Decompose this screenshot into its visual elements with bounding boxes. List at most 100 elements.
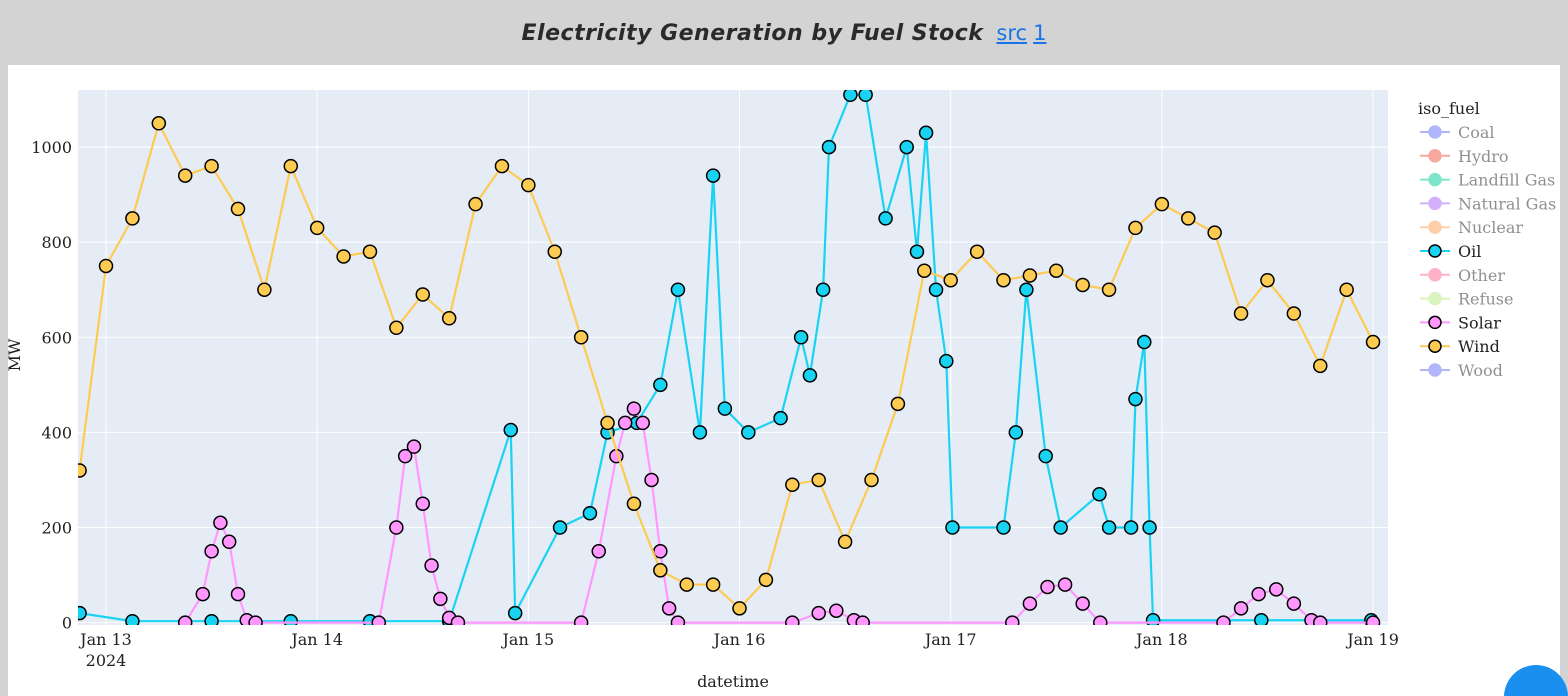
data-point [864,472,879,488]
data-point [309,220,325,236]
data-point [204,158,219,174]
data-point [635,415,650,431]
x-tick-year: 2024 [86,651,127,670]
legend-marker [1428,363,1442,377]
data-point [1254,612,1269,625]
legend-item[interactable]: Hydro [1420,147,1509,166]
data-point [552,520,568,535]
data-point [741,425,756,440]
legend-item[interactable]: Solar [1420,313,1501,332]
data-point [503,422,519,438]
data-point [918,125,934,141]
data-point [441,311,457,326]
data-point [389,520,404,535]
y-tick-label: 600 [41,328,72,347]
data-point [837,534,853,550]
data-point [1142,520,1157,535]
x-tick-label: Jan 19 [1345,630,1399,649]
data-point [582,505,598,521]
data-point [1313,615,1328,625]
legend-item[interactable]: Nuclear [1420,218,1523,237]
chart: 0 200 400 600 800 1000 Jan 13 2024 Jan 14 Jan 15 J… [5,90,1556,691]
data-point [899,139,914,155]
data-point [204,544,219,559]
legend-marker [1428,149,1442,163]
data-point [802,368,818,383]
chart-title: Electricity Generation by Fuel Stock [521,21,984,46]
data-point [521,177,536,193]
data-point [424,558,439,573]
data-point [573,615,589,625]
data-point [785,615,800,625]
data-point [1216,615,1231,625]
data-point [257,282,272,297]
data-point [773,410,788,426]
y-tick-label: 200 [41,519,72,538]
x-axis-label: datetime [697,672,769,691]
data-point [1101,282,1117,297]
data-point [591,544,606,559]
data-point [679,577,694,592]
data-point [151,116,167,131]
legend-marker [1428,315,1442,330]
data-point [1049,263,1064,278]
legend-item[interactable]: Refuse [1420,290,1513,309]
data-point [98,258,114,274]
data-point [917,263,932,278]
data-point [692,425,708,440]
data-point [1260,272,1275,288]
data-point [1053,520,1068,535]
data-point [1075,277,1090,293]
x-tick-label: Jan 18 [1134,630,1188,649]
data-point [1075,596,1090,611]
data-point [785,477,800,492]
ref-link[interactable]: 1 [1033,21,1047,45]
data-point [397,448,413,464]
data-point [653,563,668,578]
legend-marker [1428,244,1442,258]
data-point [843,90,858,103]
legend-item[interactable]: Coal [1420,123,1495,142]
series-line [79,93,1372,623]
legend-label: Oil [1458,242,1481,261]
data-point [433,591,448,607]
legend-item[interactable]: Wood [1420,361,1503,380]
legend-label: Landfill Gas [1458,171,1555,190]
series-line [184,406,1374,624]
legend-item[interactable]: Other [1420,266,1505,285]
y-tick-label: 800 [41,233,72,252]
data-point [1038,448,1053,464]
data-point [793,330,809,345]
legend-marker [1428,339,1442,353]
header: Electricity Generation by Fuel Stock src… [0,0,1568,65]
legend-label: Wood [1458,361,1503,380]
data-point [468,196,483,212]
data-point [415,287,431,302]
data-point [617,415,633,431]
legend-item[interactable]: Oil [1420,242,1481,261]
y-tick-label: 400 [41,423,72,442]
data-point [507,605,523,621]
src-link[interactable]: src [996,21,1028,45]
data-point [362,244,378,259]
data-point [996,272,1011,288]
data-point [1093,615,1108,625]
legend-marker [1428,268,1442,282]
legend-marker [1428,291,1442,306]
data-point [415,496,431,511]
data-point [547,244,563,259]
x-tick-label: Jan 15 [501,630,555,649]
legend-item[interactable]: Landfill Gas [1420,171,1555,190]
data-point [909,244,925,259]
data-point [125,613,140,625]
data-point [705,577,721,592]
data-point [1181,211,1196,226]
data-point [878,211,893,226]
legend-item[interactable]: Wind [1420,337,1500,356]
data-point [821,139,837,155]
legend-item[interactable]: Natural Gas [1420,194,1556,213]
data-point [717,401,733,416]
data-point [283,158,299,174]
data-point [600,415,615,431]
